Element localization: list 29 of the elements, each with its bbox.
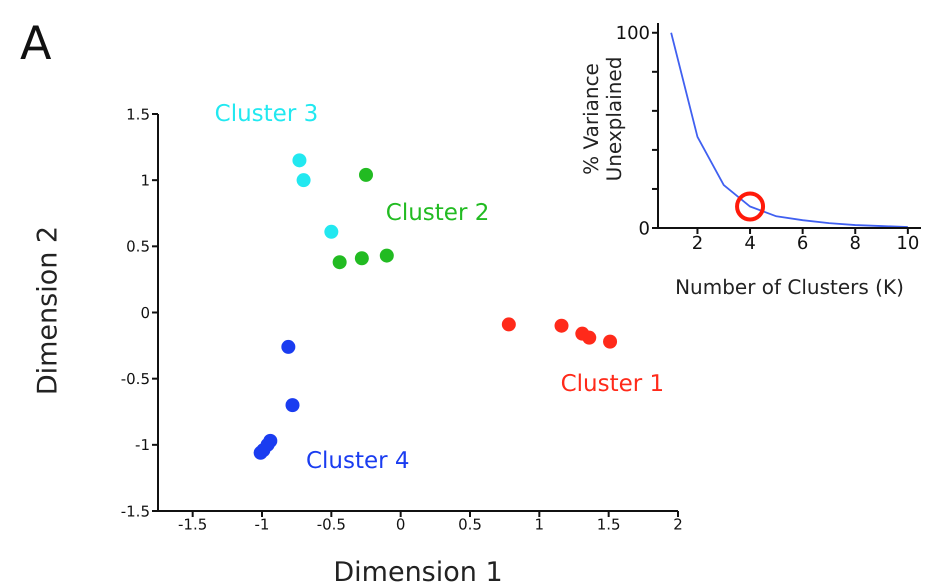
y-tick-label: 1.5 [126,105,150,124]
x-tick-label: 2 [673,516,683,534]
y-tick-label: 0 [140,304,150,322]
series-label: Cluster 1 [560,370,666,397]
x-tick-label: 2 [692,232,704,254]
series-label: Cluster 2 [384,200,490,226]
y-tick-label: -0.5 [120,370,150,388]
x-tick-label: 8 [850,232,861,254]
y-axis-title: % Variance Unexplained [579,55,626,183]
series-label: Cluster 3 [214,100,320,127]
x-axis-title: Number of Clusters (K) [675,275,904,299]
x-tick-label: 6 [796,232,808,254]
x-axis-title: Dimension 1 [333,557,503,585]
series-label: Cluster 4 [304,448,411,474]
x-tick-label: -1 [254,516,270,534]
x-tick-label: -1.5 [178,516,208,534]
x-tick-label: 1.5 [596,516,621,534]
y-tick-label: -1.5 [120,502,150,520]
y-axis-title: Dimension 2 [32,224,64,397]
x-tick-label: 0.5 [458,516,482,534]
x-tick-label: 10 [896,232,920,254]
text: A [20,16,52,70]
x-tick-label: 1 [534,516,544,534]
y-tick-label: -1 [135,436,150,454]
x-tick-label: 0 [396,516,406,534]
x-tick-label: -0.5 [316,516,346,534]
y-tick-label: 1 [140,171,150,190]
y-tick-label: 100 [616,23,650,44]
x-tick-label: 4 [744,232,756,254]
